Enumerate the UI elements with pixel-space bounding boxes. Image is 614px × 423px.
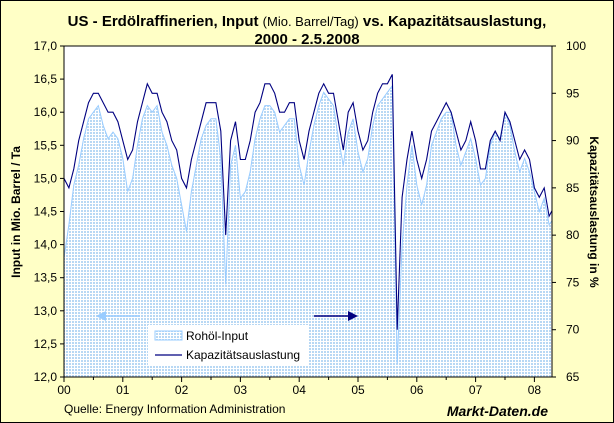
left-axis-label: Input in Mio. Barrel / Ta bbox=[9, 146, 23, 278]
left-tick-label: 14,5 bbox=[34, 205, 58, 219]
utilization-arrow-right bbox=[314, 311, 358, 321]
left-tick-label: 15,5 bbox=[34, 138, 58, 152]
chart-subtitle: 2000 - 2.5.2008 bbox=[254, 31, 359, 48]
x-tick-label: 01 bbox=[116, 383, 130, 397]
chart-title: US - Erdölraffinerien, Input (Mio. Barre… bbox=[68, 13, 547, 30]
x-tick-label: 00 bbox=[57, 383, 71, 397]
legend-label-utilization: Kapazitätsauslastung bbox=[186, 348, 300, 362]
left-tick-label: 14,0 bbox=[34, 238, 58, 252]
left-tick-label: 12,5 bbox=[34, 337, 58, 351]
right-axis-label: Kapazitätsauslastung in % bbox=[587, 136, 601, 288]
x-tick-label: 05 bbox=[351, 383, 365, 397]
input-line bbox=[64, 84, 552, 364]
input-arrow-left bbox=[96, 311, 140, 321]
left-tick-label: 12,0 bbox=[34, 370, 58, 384]
utilization-line bbox=[64, 74, 552, 330]
right-tick-label: 95 bbox=[566, 86, 580, 100]
left-tick-label: 17,0 bbox=[34, 39, 58, 53]
source-note: Quelle: Energy Information Administratio… bbox=[64, 402, 285, 416]
x-tick-label: 03 bbox=[234, 383, 248, 397]
right-tick-label: 65 bbox=[566, 370, 580, 384]
left-tick-label: 13,0 bbox=[34, 304, 58, 318]
legend-swatch-input bbox=[154, 330, 183, 341]
x-tick-label: 02 bbox=[175, 383, 189, 397]
x-tick-label: 08 bbox=[528, 383, 542, 397]
left-tick-label: 16,0 bbox=[34, 105, 58, 119]
right-tick-label: 80 bbox=[566, 228, 580, 242]
x-tick-label: 04 bbox=[293, 383, 307, 397]
right-tick-label: 75 bbox=[566, 275, 580, 289]
x-tick-label: 07 bbox=[469, 383, 483, 397]
legend-label-input: Rohöl-Input bbox=[186, 329, 249, 343]
right-tick-label: 100 bbox=[566, 39, 586, 53]
right-tick-label: 70 bbox=[566, 323, 580, 337]
x-tick-label: 06 bbox=[410, 383, 424, 397]
legend: Rohöl-Input Kapazitätsauslastung bbox=[148, 325, 308, 365]
right-tick-label: 90 bbox=[566, 134, 580, 148]
brand-label: Markt-Daten.de bbox=[447, 403, 548, 419]
left-tick-label: 13,5 bbox=[34, 271, 58, 285]
left-tick-label: 15,0 bbox=[34, 171, 58, 185]
right-tick-label: 85 bbox=[566, 181, 580, 195]
left-tick-label: 16,5 bbox=[34, 72, 58, 86]
